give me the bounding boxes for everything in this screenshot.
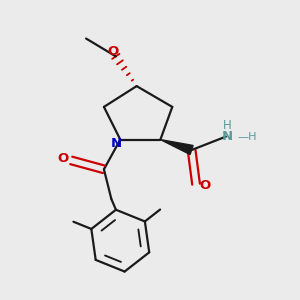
Text: O: O (57, 152, 68, 165)
Polygon shape (160, 140, 193, 154)
Text: N: N (111, 137, 122, 150)
Text: N: N (222, 130, 233, 143)
Text: O: O (108, 44, 119, 58)
Text: —H: —H (237, 132, 256, 142)
Text: H: H (223, 119, 232, 132)
Text: O: O (200, 179, 211, 192)
